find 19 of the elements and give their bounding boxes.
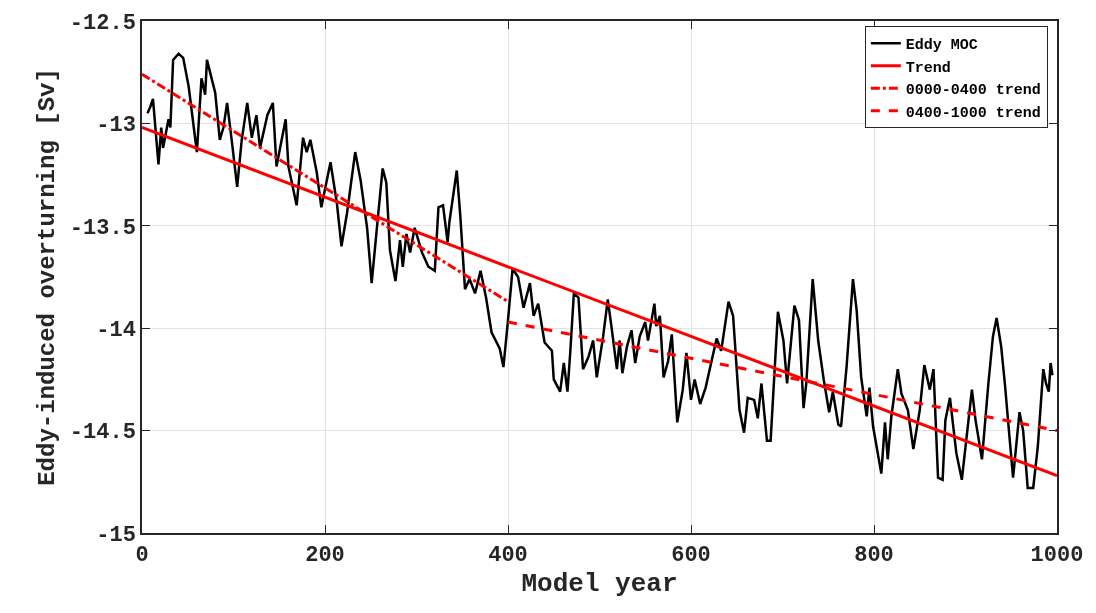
legend-label: Trend bbox=[905, 59, 951, 77]
legend-label: Eddy MOC bbox=[905, 37, 978, 55]
y-tick-label: -13.5 bbox=[69, 215, 136, 241]
y-tick-label: -15 bbox=[96, 522, 136, 548]
x-tick-label: 200 bbox=[305, 543, 345, 569]
x-tick-label: 1000 bbox=[1030, 543, 1084, 569]
line-series bbox=[146, 52, 1054, 490]
x-tick-label: 400 bbox=[488, 543, 528, 569]
y-tick-label: -13 bbox=[96, 113, 136, 139]
x-tick-label: 0 bbox=[135, 543, 149, 569]
x-axis-title: Model year bbox=[521, 569, 678, 600]
legend-label: 0400-1000 trend bbox=[905, 104, 1041, 122]
y-tick-label: -12.5 bbox=[69, 10, 136, 36]
y-tick-label: -14.5 bbox=[69, 420, 136, 446]
legend-label: 0000-0400 trend bbox=[905, 82, 1041, 100]
y-tick-label: -14 bbox=[96, 317, 136, 343]
x-tick-label: 600 bbox=[671, 543, 711, 569]
x-tick-label: 800 bbox=[854, 543, 894, 569]
y-axis-title: Eddy-induced overturning [Sv] bbox=[34, 68, 62, 486]
